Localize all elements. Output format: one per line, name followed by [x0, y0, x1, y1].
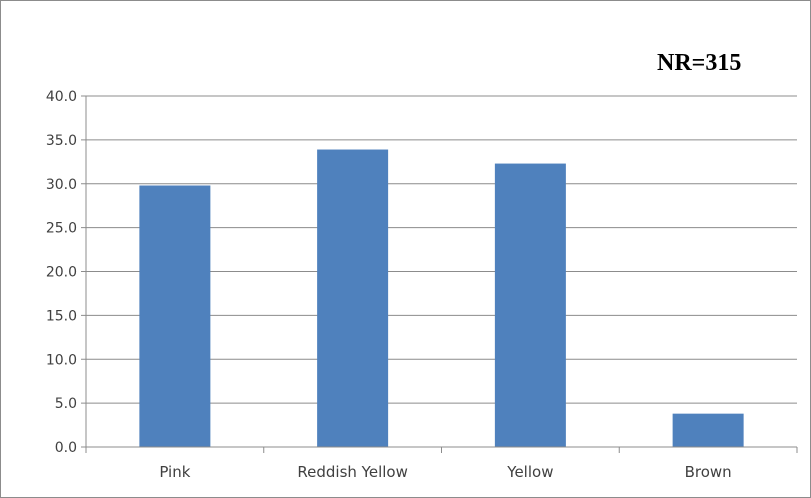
y-tick-label: 30.0	[46, 177, 77, 193]
x-axis	[81, 96, 798, 453]
y-tick-label: 15.0	[46, 308, 77, 324]
y-tick-label: 5.0	[55, 396, 77, 412]
x-tick-label: Yellow	[506, 463, 553, 481]
x-tick-label: Reddish Yellow	[297, 463, 407, 481]
x-tick-label: Brown	[685, 463, 732, 481]
bar	[494, 163, 566, 447]
bar	[139, 185, 211, 447]
y-axis-ticks: 0.0 5.0 10.0 15.0 20.0 25.0 30.0 35.0 40.0	[46, 89, 86, 456]
y-tick-label: 25.0	[46, 221, 77, 237]
y-tick-label: 10.0	[46, 352, 77, 368]
y-tick-label: 40.0	[46, 89, 77, 105]
x-tick-label: Pink	[159, 463, 190, 481]
bars	[139, 149, 744, 447]
bar	[672, 413, 744, 447]
sample-size-annotation: NR=315	[657, 50, 741, 76]
y-tick-label: 35.0	[46, 133, 77, 149]
y-tick-label: 0.0	[55, 440, 77, 456]
x-axis-labels: Pink Reddish Yellow Yellow Brown	[159, 463, 731, 481]
bar	[317, 149, 389, 447]
y-tick-label: 20.0	[46, 265, 77, 281]
